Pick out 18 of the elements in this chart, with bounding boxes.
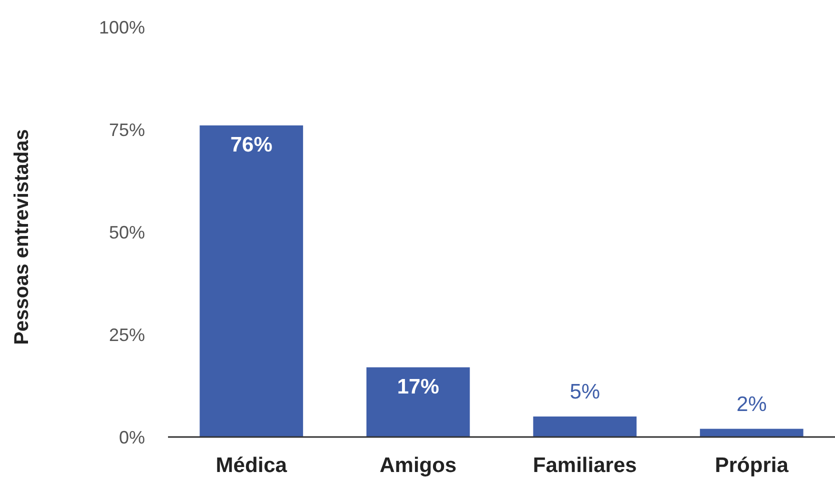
y-tick-label: 0% [118, 427, 145, 448]
y-tick-label: 100% [98, 17, 145, 38]
x-tick-label: Médica [216, 454, 288, 477]
bar [366, 367, 470, 437]
bar [200, 125, 304, 437]
data-label: 17% [397, 375, 440, 398]
y-axis-title: Pessoas entrevistadas [11, 129, 33, 345]
y-tick-label: 25% [108, 324, 145, 345]
data-label: 2% [736, 392, 767, 416]
x-tick-label: Amigos [380, 454, 457, 477]
data-label: 76% [230, 133, 273, 156]
y-tick-label: 50% [108, 222, 145, 242]
y-tick-label: 75% [108, 120, 145, 140]
bar [700, 428, 804, 437]
x-tick-label: Familiares [532, 454, 637, 477]
data-label: 5% [570, 380, 600, 404]
x-tick-label: Própria [714, 454, 789, 477]
bar [533, 416, 637, 437]
